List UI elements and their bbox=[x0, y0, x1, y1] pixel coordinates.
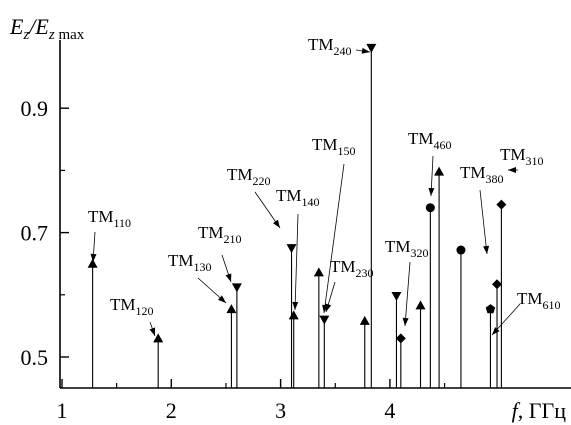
mode-label-110: TM110 bbox=[88, 207, 131, 230]
mode-label-150: TM150 bbox=[312, 135, 356, 158]
marker-triangle-up bbox=[313, 267, 324, 277]
mode-label-460: TM460 bbox=[408, 129, 452, 152]
stems bbox=[87, 43, 507, 388]
leader-arrowhead bbox=[508, 167, 516, 173]
axes: 1 2 3 4 0.5 0.7 0.9 bbox=[21, 40, 571, 423]
mode-label-240: TM240 bbox=[308, 35, 352, 58]
leader-arrowhead bbox=[225, 273, 232, 282]
leader-arrowhead bbox=[218, 295, 226, 303]
leader-line bbox=[323, 163, 345, 314]
marker-triangle-down bbox=[391, 292, 402, 302]
marker-triangle-up bbox=[226, 304, 237, 314]
y-tick-label: 0.7 bbox=[21, 221, 49, 246]
marker-circle bbox=[425, 203, 435, 213]
mode-label-380: TM380 bbox=[460, 163, 504, 186]
leader-arrowhead bbox=[325, 303, 332, 312]
x-tick-label: 4 bbox=[384, 398, 395, 423]
y-axis-title: Ez/Ez max bbox=[9, 14, 85, 43]
leader-arrowhead bbox=[483, 245, 490, 254]
mode-label-120: TM120 bbox=[110, 295, 154, 318]
marker-triangle-down bbox=[286, 244, 297, 254]
mode-label-140: TM140 bbox=[276, 186, 320, 209]
marker-triangle-down bbox=[319, 315, 330, 325]
marker-triangle-up bbox=[359, 315, 370, 325]
marker-diamond bbox=[395, 333, 406, 344]
marker-diamond bbox=[492, 279, 503, 290]
y-tick-label: 0.5 bbox=[21, 345, 49, 370]
leader-line bbox=[479, 189, 488, 255]
mode-label-130: TM130 bbox=[168, 251, 212, 274]
marker-triangle-up bbox=[153, 333, 164, 343]
leader-arrowhead bbox=[273, 219, 280, 228]
marker-triangle-up bbox=[87, 258, 98, 268]
leader-arrowhead bbox=[361, 47, 370, 54]
leader-arrowhead bbox=[292, 301, 299, 310]
marker-triangle-up bbox=[434, 166, 445, 176]
marker-triangle-down bbox=[231, 283, 242, 293]
x-tick-label: 3 bbox=[275, 398, 286, 423]
marker-triangle-up bbox=[415, 300, 426, 310]
x-tick-label: 2 bbox=[166, 398, 177, 423]
x-tick-label: 1 bbox=[57, 398, 68, 423]
marker-diamond bbox=[496, 199, 507, 210]
mode-label-320: TM320 bbox=[385, 237, 429, 260]
leader-arrowhead bbox=[149, 327, 156, 336]
x-axis-title: f, ГГц bbox=[512, 398, 567, 423]
axis-titles: Ez/Ez max f, ГГц bbox=[9, 14, 566, 423]
leader-arrowhead bbox=[428, 187, 435, 196]
leader-arrowhead bbox=[90, 253, 97, 262]
y-tick-label: 0.9 bbox=[21, 96, 49, 121]
leader-line bbox=[404, 261, 411, 327]
leader-arrowhead bbox=[492, 327, 500, 335]
mode-label-610: TM610 bbox=[517, 289, 561, 312]
mode-label-310: TM310 bbox=[500, 145, 544, 168]
marker-triangle-up bbox=[288, 310, 299, 320]
leader-line bbox=[294, 213, 299, 311]
mode-label-210: TM210 bbox=[198, 223, 242, 246]
marker-triangle-down bbox=[366, 43, 377, 53]
marker-pentagon bbox=[485, 304, 496, 314]
mode-label-230: TM230 bbox=[330, 257, 374, 280]
mode-label-220: TM220 bbox=[227, 165, 271, 188]
leader-arrowhead bbox=[402, 317, 409, 326]
marker-circle bbox=[456, 245, 466, 255]
